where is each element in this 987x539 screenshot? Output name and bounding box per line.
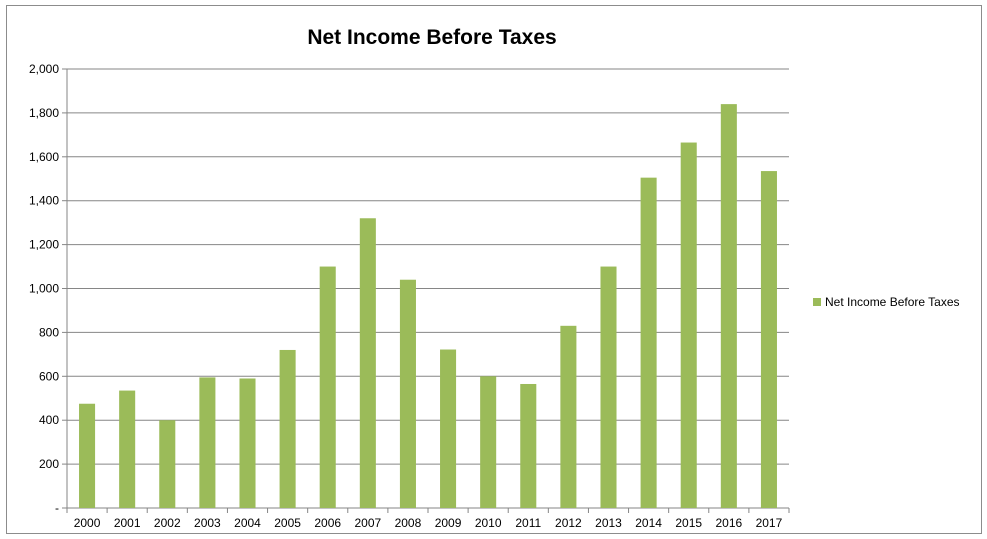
- x-tick-label: 2004: [234, 516, 261, 530]
- bar: [560, 325, 577, 508]
- x-tick-label: 2003: [194, 516, 221, 530]
- x-tick-label: 2002: [154, 516, 181, 530]
- bar: [319, 266, 336, 508]
- y-tick-label: 1,000: [29, 282, 59, 296]
- bar: [399, 279, 416, 508]
- y-tick-label: 1,400: [29, 194, 59, 208]
- chart-title: Net Income Before Taxes: [307, 26, 557, 49]
- x-tick-label: 2014: [635, 516, 662, 530]
- x-tick-label: 2008: [395, 516, 422, 530]
- bar: [359, 218, 376, 508]
- y-tick-label: -: [55, 501, 59, 515]
- bar: [79, 403, 96, 508]
- bar: [119, 390, 136, 508]
- bar: [199, 377, 216, 508]
- bar: [760, 171, 777, 508]
- bar: [600, 266, 617, 508]
- x-tick-label: 2007: [354, 516, 381, 530]
- x-tick-label: 2006: [314, 516, 341, 530]
- x-tick-label: 2010: [475, 516, 502, 530]
- legend-label: Net Income Before Taxes: [825, 295, 960, 309]
- x-tick-label: 2001: [114, 516, 141, 530]
- x-tick-label: 2000: [74, 516, 101, 530]
- y-tick-label: 800: [39, 325, 59, 339]
- y-tick-label: 1,800: [29, 106, 59, 120]
- x-tick-label: 2013: [595, 516, 622, 530]
- x-tick-label: 2015: [675, 516, 702, 530]
- bar: [720, 104, 737, 509]
- y-tick-label: 1,600: [29, 150, 59, 164]
- bar: [480, 376, 497, 508]
- legend-swatch: [813, 298, 821, 306]
- x-tick-label: 2009: [435, 516, 462, 530]
- legend: Net Income Before Taxes: [813, 295, 960, 309]
- bar: [279, 349, 296, 508]
- bar: [640, 177, 657, 508]
- y-tick-label: 200: [39, 457, 59, 471]
- chart-plot: - 200 400 600 800 1,000 1,200 1,400 1,600 1,800 2,…: [29, 62, 790, 530]
- x-tick-label: 2016: [715, 516, 742, 530]
- bar: [239, 378, 256, 508]
- x-tick-label: 2005: [274, 516, 301, 530]
- y-tick-label: 1,200: [29, 238, 59, 252]
- x-tick-label: 2017: [756, 516, 783, 530]
- x-tick-label: 2011: [515, 516, 541, 530]
- x-tick-label: 2012: [555, 516, 582, 530]
- bar: [520, 383, 537, 508]
- y-tick-label: 400: [39, 413, 59, 427]
- chart-area: Net Income Before Taxes - 200 400 600 800 1,0…: [6, 5, 982, 534]
- y-tick-label: 600: [39, 369, 59, 383]
- bar: [680, 142, 697, 508]
- bar: [440, 349, 457, 508]
- bar: [159, 420, 176, 508]
- y-tick-label: 2,000: [29, 62, 59, 76]
